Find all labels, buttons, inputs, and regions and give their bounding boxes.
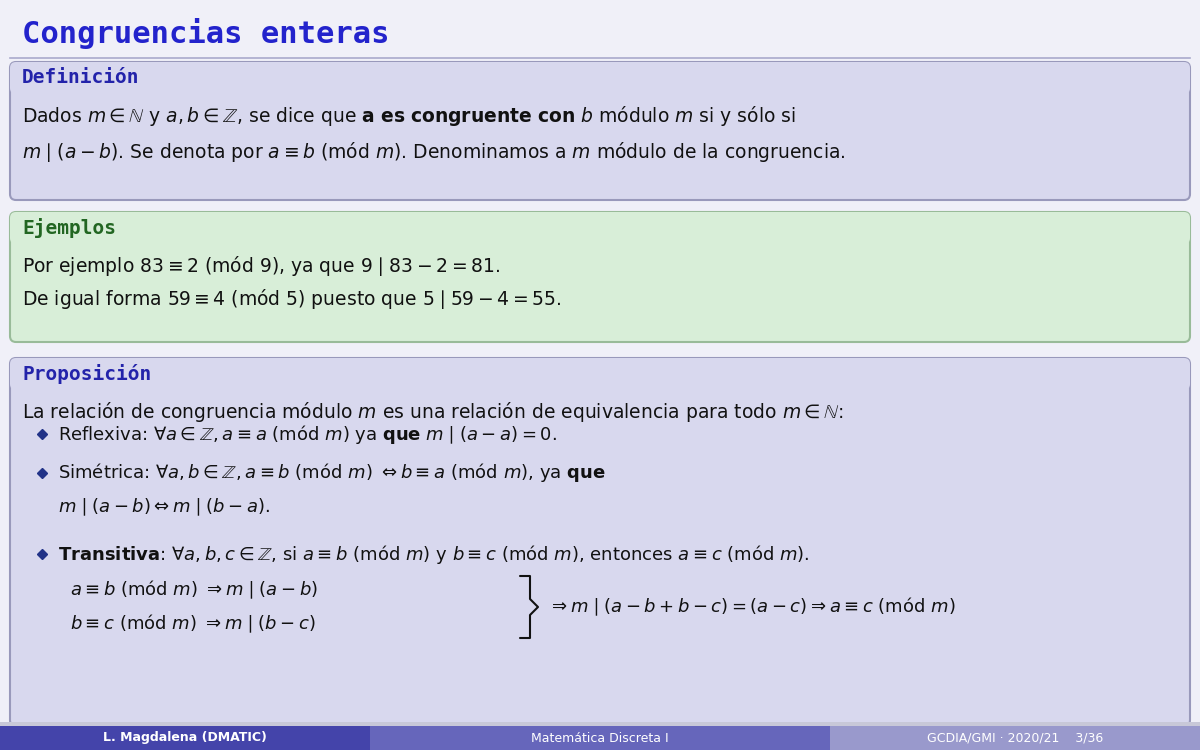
Text: Simétrica: $\forall a, b \in \mathbb{Z}, a \equiv b$ (mód $m$) $\Leftrightarrow : Simétrica: $\forall a, b \in \mathbb{Z},… — [58, 461, 606, 484]
Text: L. Magdalena (DMATIC): L. Magdalena (DMATIC) — [103, 731, 266, 745]
Text: $\Rightarrow m \mid (a - b + b - c) = (a - c) \Rightarrow a \equiv c$ (mód $m$): $\Rightarrow m \mid (a - b + b - c) = (a… — [548, 596, 955, 618]
Text: $a \equiv b$ (mód $m$) $\Rightarrow m \mid (a - b)$: $a \equiv b$ (mód $m$) $\Rightarrow m \m… — [70, 579, 318, 602]
FancyBboxPatch shape — [10, 62, 1190, 94]
FancyBboxPatch shape — [10, 358, 1190, 390]
Bar — [0, 726, 370, 750]
Text: Dados $m \in \mathbb{N}$ y $a, b \in \mathbb{Z}$, se dice que $\mathbf{a}$ $\mat: Dados $m \in \mathbb{N}$ y $a, b \in \ma… — [22, 104, 796, 128]
Text: De igual forma $59 \equiv 4$ (mód 5) puesto que $5 \mid 59 - 4 = 55$.: De igual forma $59 \equiv 4$ (mód 5) pue… — [22, 287, 562, 311]
Text: $m \mid (a - b)$. Se denota por $a \equiv b$ (mód $m$). Denominamos a $m$ módulo: $m \mid (a - b)$. Se denota por $a \equi… — [22, 140, 846, 164]
Bar — [0, 722, 1200, 726]
Text: $\mathbf{Transitiva}$: $\forall a, b, c \in \mathbb{Z}$, si $a \equiv b$ (mód $m: $\mathbf{Transitiva}$: $\forall a, b, c … — [58, 542, 810, 566]
Text: Congruencias enteras: Congruencias enteras — [22, 18, 390, 49]
FancyBboxPatch shape — [10, 212, 1190, 244]
FancyBboxPatch shape — [0, 726, 370, 750]
Text: Proposición: Proposición — [22, 364, 151, 384]
FancyBboxPatch shape — [10, 62, 1190, 200]
Text: Definición: Definición — [22, 68, 139, 87]
Text: Matemática Discreta I: Matemática Discreta I — [532, 731, 668, 745]
Text: $m \mid (a - b) \Leftrightarrow m \mid (b - a)$.: $m \mid (a - b) \Leftrightarrow m \mid (… — [58, 496, 270, 517]
Text: Reflexiva: $\forall a \in \mathbb{Z}, a \equiv a$ (mód $m$) ya $\mathbf{que}$ $m: Reflexiva: $\forall a \in \mathbb{Z}, a … — [58, 422, 557, 445]
FancyBboxPatch shape — [10, 358, 1190, 726]
Text: Por ejemplo $83 \equiv 2$ (mód 9), ya que $9 \mid 83 - 2 = 81$.: Por ejemplo $83 \equiv 2$ (mód 9), ya qu… — [22, 254, 500, 278]
Text: Ejemplos: Ejemplos — [22, 218, 116, 238]
Bar — [370, 726, 830, 750]
Text: $b \equiv c$ (mód $m$) $\Rightarrow m \mid (b - c)$: $b \equiv c$ (mód $m$) $\Rightarrow m \m… — [70, 613, 316, 635]
FancyBboxPatch shape — [10, 212, 1190, 342]
Bar — [830, 726, 1200, 750]
Text: GCDIA/GMI · 2020/21    3/36: GCDIA/GMI · 2020/21 3/36 — [926, 731, 1103, 745]
Text: La relación de congruencia módulo $m$ es una relación de equivalencia para todo : La relación de congruencia módulo $m$ es… — [22, 400, 844, 424]
